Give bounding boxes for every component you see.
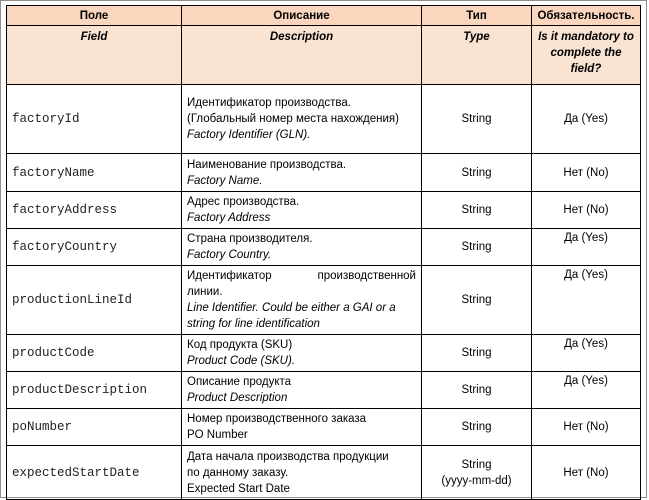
description-en: Expected Start Date (187, 482, 290, 495)
field-mandatory: Нет (No) (531, 408, 641, 446)
field-name: factoryId (6, 84, 182, 154)
field-name: factoryAddress (6, 191, 182, 229)
header-type-ru: Тип (421, 5, 532, 26)
description-en: Line Identifier. Could be either a GAI o… (187, 302, 396, 330)
field-type: String (421, 371, 532, 409)
description-ru: (Глобальный номер места нахождения) (187, 113, 399, 125)
description-en: Factory Country. (187, 249, 272, 261)
header-description-en: Description (181, 25, 422, 85)
description-en: PO Number (187, 429, 248, 441)
field-type: String (421, 191, 532, 229)
field-type: String (421, 228, 532, 266)
field-type: String (421, 334, 532, 372)
field-description: Код продукта (SKU) Product Code (SKU). (181, 334, 422, 372)
description-ru: линии. (187, 286, 223, 298)
field-type: String (421, 265, 532, 335)
table-row: productionLineId Идентификатор производс… (6, 265, 641, 335)
field-mandatory: Нет (No) (531, 191, 641, 229)
field-description: Дата начала производства продукции по да… (181, 445, 422, 500)
description-en: Factory Identifier (GLN). (187, 129, 311, 141)
field-type: String (421, 84, 532, 154)
field-description: Идентификатор производственной линии. Li… (181, 265, 422, 335)
field-description: Наименование производства. Factory Name. (181, 153, 422, 192)
header-row-ru: Поле Описание Тип Обязательность. (6, 5, 641, 26)
description-ru: Дата начала производства продукции (187, 450, 389, 463)
table-row: poNumber Номер производственного заказа … (6, 408, 641, 446)
table-row: factoryId Идентификатор производства. (Г… (6, 84, 641, 154)
field-type: String (421, 153, 532, 192)
header-mandatory-ru: Обязательность. (531, 5, 641, 26)
header-mandatory-en: Is it mandatory to complete the field? (531, 25, 641, 85)
field-description: Адрес производства. Factory Address (181, 191, 422, 229)
field-mandatory: Да (Yes) (531, 371, 641, 409)
description-ru: Страна производителя. (187, 233, 313, 245)
field-name: poNumber (6, 408, 182, 446)
description-ru: Идентификатор производственной (187, 270, 416, 282)
description-ru: Наименование производства. (187, 158, 347, 171)
description-ru: Описание продукта (187, 376, 292, 388)
field-name: productionLineId (6, 265, 182, 335)
header-row-en: Field Description Type Is it mandatory t… (6, 25, 641, 85)
field-mandatory: Да (Yes) (531, 84, 641, 154)
table-row: productCode Код продукта (SKU) Product C… (6, 334, 641, 372)
table-row: factoryName Наименование производства. F… (6, 153, 641, 192)
field-type: String (421, 408, 532, 446)
field-name: factoryName (6, 153, 182, 192)
header-type-en: Type (421, 25, 532, 85)
description-ru: Код продукта (SKU) (187, 339, 293, 351)
field-type: String (yyyy-mm-dd) (421, 445, 532, 500)
table-row: factoryCountry Страна производителя. Fac… (6, 228, 641, 266)
field-mandatory: Да (Yes) (531, 334, 641, 372)
field-name: factoryCountry (6, 228, 182, 266)
header-field-en: Field (6, 25, 182, 85)
field-name: productDescription (6, 371, 182, 409)
field-mandatory: Нет (No) (531, 445, 641, 500)
description-en: Product Description (187, 392, 288, 404)
field-description: Номер производственного заказа PO Number (181, 408, 422, 446)
description-ru: Идентификатор производства. (187, 97, 351, 109)
field-mandatory: Нет (No) (531, 153, 641, 192)
description-ru: Номер производственного заказа (187, 413, 367, 425)
field-description: Страна производителя. Factory Country. (181, 228, 422, 266)
description-en: Factory Name. (187, 174, 263, 187)
field-spec-table: Поле Описание Тип Обязательность. Field … (6, 5, 641, 500)
table-row: productDescription Описание продукта Pro… (6, 371, 641, 409)
field-name: productCode (6, 334, 182, 372)
field-mandatory: Да (Yes) (531, 228, 641, 266)
description-ru: Адрес производства. (187, 196, 300, 208)
header-field-ru: Поле (6, 5, 182, 26)
type-format: (yyyy-mm-dd) (441, 474, 512, 487)
field-description: Идентификатор производства. (Глобальный … (181, 84, 422, 154)
table-row: expectedStartDate Дата начала производст… (6, 445, 641, 500)
header-description-ru: Описание (181, 5, 422, 26)
description-en: Factory Address (187, 212, 271, 224)
description-en: Product Code (SKU). (187, 355, 296, 367)
table-row: factoryAddress Адрес производства. Facto… (6, 191, 641, 229)
field-name: expectedStartDate (6, 445, 182, 500)
type-name: String (461, 458, 492, 471)
description-ru: по данному заказу. (187, 466, 289, 479)
field-description: Описание продукта Product Description (181, 371, 422, 409)
field-mandatory: Да (Yes) (531, 265, 641, 335)
